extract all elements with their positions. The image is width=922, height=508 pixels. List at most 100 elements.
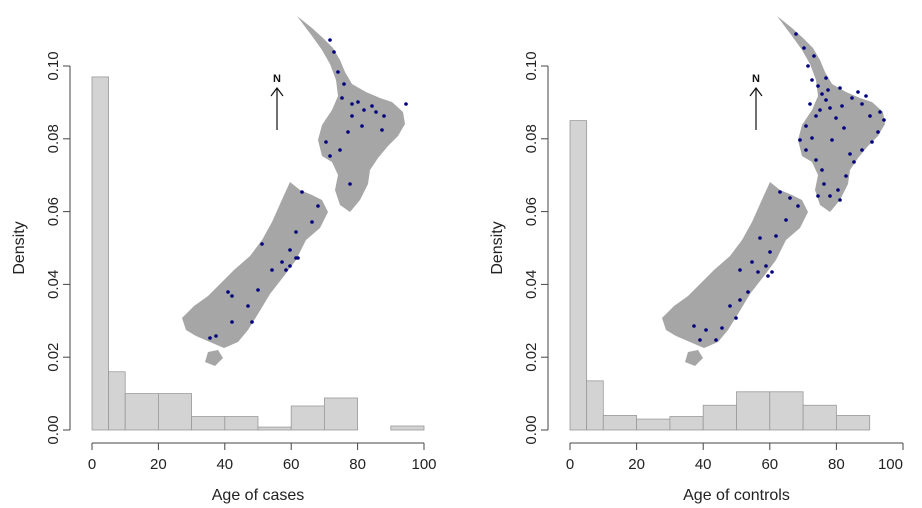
- location-point: [250, 320, 254, 324]
- location-point: [246, 304, 250, 308]
- location-point: [852, 160, 856, 164]
- location-point: [226, 290, 230, 294]
- location-point: [798, 138, 802, 142]
- location-point: [810, 136, 814, 140]
- location-point: [816, 194, 820, 198]
- location-point: [870, 140, 874, 144]
- location-point: [704, 328, 708, 332]
- location-point: [844, 174, 848, 178]
- location-point: [356, 100, 360, 104]
- location-point: [882, 118, 886, 122]
- location-point: [814, 114, 818, 118]
- location-point: [840, 104, 844, 108]
- location-point: [860, 102, 864, 106]
- location-point: [848, 152, 852, 156]
- location-point: [814, 158, 818, 162]
- location-point: [856, 90, 860, 94]
- histogram-bar: [124, 393, 159, 431]
- case-location-points: [208, 38, 408, 340]
- location-point: [778, 190, 782, 194]
- location-point: [214, 334, 218, 338]
- location-point: [714, 338, 718, 342]
- cases-y-axis-label: Density: [11, 221, 28, 274]
- location-point: [374, 110, 378, 114]
- location-point: [288, 264, 292, 268]
- y-tick-label: 0.02: [45, 343, 62, 372]
- location-point: [332, 50, 336, 54]
- location-point: [774, 234, 778, 238]
- location-point: [824, 98, 828, 102]
- controls-panel: N 0.00 0.02 0.04 0.06 0.08 0.10 Density 0 20 40…: [489, 16, 904, 504]
- histogram-bar: [290, 405, 325, 431]
- location-point: [788, 196, 792, 200]
- location-point: [838, 86, 842, 90]
- location-point: [728, 304, 732, 308]
- location-point: [824, 76, 828, 80]
- location-point: [756, 270, 760, 274]
- y-tick-label: 0.08: [45, 124, 62, 153]
- location-point: [828, 194, 832, 198]
- histogram-bar: [636, 418, 671, 431]
- location-point: [766, 274, 770, 278]
- location-point: [316, 204, 320, 208]
- location-point: [764, 264, 768, 268]
- histogram-bar: [157, 393, 192, 431]
- north-label: N: [273, 73, 281, 85]
- y-tick-label: 0.10: [523, 51, 540, 80]
- location-point: [850, 96, 854, 100]
- location-point: [838, 198, 842, 202]
- y-tick-label: 0.00: [45, 415, 62, 444]
- location-point: [338, 148, 342, 152]
- north-arrow: N: [270, 73, 284, 130]
- location-point: [230, 294, 234, 298]
- location-point: [822, 182, 826, 186]
- location-point: [296, 256, 300, 260]
- location-point: [328, 154, 332, 158]
- y-tick-label: 0.04: [45, 270, 62, 299]
- location-point: [734, 316, 738, 320]
- x-tick-label: 20: [150, 456, 167, 473]
- location-point: [808, 102, 812, 106]
- location-point: [310, 220, 314, 224]
- cases-y-axis: 0.00 0.02 0.04 0.06 0.08 0.10 Density: [11, 51, 71, 445]
- location-point: [336, 70, 340, 74]
- location-point: [230, 320, 234, 324]
- location-point: [260, 242, 264, 246]
- x-tick-label: 60: [283, 456, 300, 473]
- y-tick-label: 0.08: [523, 124, 540, 153]
- x-tick-label: 80: [828, 456, 845, 473]
- x-tick-label: 40: [216, 456, 233, 473]
- y-tick-label: 0.00: [523, 415, 540, 444]
- histogram-bar: [569, 120, 588, 431]
- location-point: [820, 168, 824, 172]
- location-point: [806, 64, 810, 68]
- location-point: [404, 102, 408, 106]
- location-point: [802, 46, 806, 50]
- location-point: [804, 124, 808, 128]
- histogram-bar: [602, 415, 637, 431]
- location-point: [836, 188, 840, 192]
- south-island-shape: [662, 182, 808, 348]
- location-point: [794, 32, 798, 36]
- cases-histogram-bars: [91, 76, 425, 431]
- location-point: [830, 138, 834, 142]
- location-point: [750, 260, 754, 264]
- location-point: [370, 104, 374, 108]
- location-point: [340, 96, 344, 100]
- location-point: [860, 148, 864, 152]
- location-point: [380, 128, 384, 132]
- location-point: [284, 268, 288, 272]
- location-point: [692, 324, 696, 328]
- x-tick-label: 100: [411, 456, 436, 473]
- location-point: [738, 298, 742, 302]
- location-point: [280, 260, 284, 264]
- location-point: [810, 78, 814, 82]
- location-point: [270, 268, 274, 272]
- y-tick-label: 0.10: [45, 51, 62, 80]
- histogram-bar: [669, 416, 704, 431]
- location-point: [348, 182, 352, 186]
- controls-y-axis: 0.00 0.02 0.04 0.06 0.08 0.10 Density: [489, 51, 549, 445]
- x-tick-label: 100: [878, 456, 903, 473]
- x-tick-label: 0: [88, 456, 96, 473]
- stewart-island-shape: [205, 350, 223, 366]
